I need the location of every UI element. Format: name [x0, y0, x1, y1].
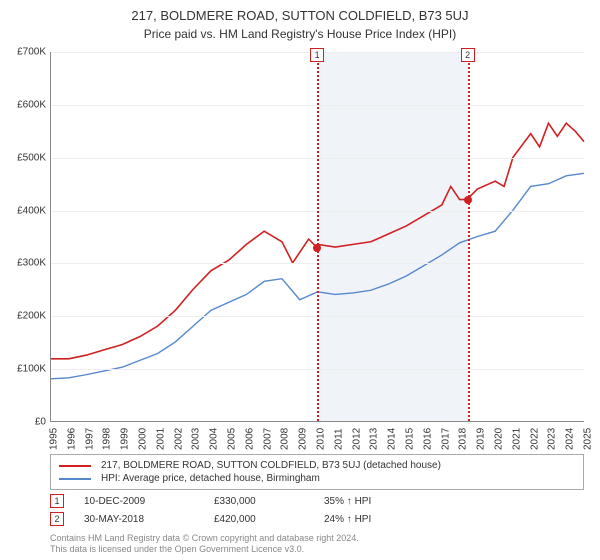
x-axis-label: 1998	[102, 428, 113, 450]
x-axis-label: 2004	[209, 428, 220, 450]
y-axis-label: £100K	[0, 364, 46, 375]
y-axis-label: £500K	[0, 152, 46, 163]
x-axis-label: 2025	[583, 428, 594, 450]
x-axis-label: 2010	[316, 428, 327, 450]
y-axis-label: £400K	[0, 205, 46, 216]
chart-plot-area: 12	[50, 52, 584, 422]
legend-row: HPI: Average price, detached house, Birm…	[59, 472, 575, 485]
x-axis-label: 1999	[120, 428, 131, 450]
footer-line2: This data is licensed under the Open Gov…	[50, 544, 584, 556]
title-sub: Price paid vs. HM Land Registry's House …	[0, 27, 600, 41]
sale-price: £420,000	[214, 514, 324, 525]
x-axis-label: 2000	[138, 428, 149, 450]
x-axis-label: 2009	[298, 428, 309, 450]
y-axis-label: £0	[0, 417, 46, 428]
y-axis-label: £200K	[0, 311, 46, 322]
legend-label: 217, BOLDMERE ROAD, SUTTON COLDFIELD, B7…	[101, 460, 441, 471]
x-axis-label: 2016	[422, 428, 433, 450]
footer-line1: Contains HM Land Registry data © Crown c…	[50, 533, 584, 545]
x-axis-label: 1996	[66, 428, 77, 450]
legend-label: HPI: Average price, detached house, Birm…	[101, 473, 320, 484]
sale-date: 30-MAY-2018	[84, 514, 214, 525]
x-axis-label: 2017	[440, 428, 451, 450]
x-axis-label: 1995	[49, 428, 60, 450]
sale-marker: 2	[50, 512, 64, 526]
x-axis-label: 2006	[244, 428, 255, 450]
sale-price: £330,000	[214, 496, 324, 507]
x-axis-label: 2013	[369, 428, 380, 450]
x-axis-label: 2008	[280, 428, 291, 450]
x-axis-label: 2019	[476, 428, 487, 450]
chart-marker: 2	[461, 48, 475, 62]
x-axis-label: 2007	[262, 428, 273, 450]
sale-delta: 35% ↑ HPI	[324, 496, 584, 507]
legend-row: 217, BOLDMERE ROAD, SUTTON COLDFIELD, B7…	[59, 459, 575, 472]
chart-marker: 1	[310, 48, 324, 62]
x-axis-label: 2011	[333, 428, 344, 450]
sale-row: 2 30-MAY-2018£420,00024% ↑ HPI	[50, 510, 584, 528]
chart-dot	[464, 196, 472, 204]
x-axis-label: 2023	[547, 428, 558, 450]
x-axis-label: 2021	[511, 428, 522, 450]
x-axis-label: 2005	[227, 428, 238, 450]
x-axis-label: 2003	[191, 428, 202, 450]
x-axis-label: 2014	[387, 428, 398, 450]
chart-vline	[468, 52, 470, 421]
sale-marker: 1	[50, 494, 64, 508]
sale-delta: 24% ↑ HPI	[324, 514, 584, 525]
chart-vline	[317, 52, 319, 421]
legend-swatch	[59, 465, 91, 467]
legend-box: 217, BOLDMERE ROAD, SUTTON COLDFIELD, B7…	[50, 454, 584, 490]
x-axis-label: 2012	[351, 428, 362, 450]
x-axis-label: 2020	[494, 428, 505, 450]
sale-row: 1 10-DEC-2009£330,00035% ↑ HPI	[50, 492, 584, 510]
chart-dot	[313, 244, 321, 252]
x-axis-label: 2001	[155, 428, 166, 450]
y-axis-label: £700K	[0, 47, 46, 58]
title-main: 217, BOLDMERE ROAD, SUTTON COLDFIELD, B7…	[0, 8, 600, 23]
sale-date: 10-DEC-2009	[84, 496, 214, 507]
y-axis-label: £600K	[0, 99, 46, 110]
x-axis-label: 2002	[173, 428, 184, 450]
x-axis-label: 2015	[405, 428, 416, 450]
y-axis-label: £300K	[0, 258, 46, 269]
legend-swatch	[59, 478, 91, 480]
x-axis-label: 1997	[84, 428, 95, 450]
x-axis-label: 2022	[529, 428, 540, 450]
footer-text: Contains HM Land Registry data © Crown c…	[50, 533, 584, 556]
x-axis-label: 2024	[565, 428, 576, 450]
sales-table: 1 10-DEC-2009£330,00035% ↑ HPI 2 30-MAY-201…	[50, 492, 584, 528]
x-axis-label: 2018	[458, 428, 469, 450]
